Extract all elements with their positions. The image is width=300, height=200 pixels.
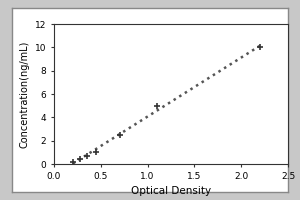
X-axis label: Optical Density: Optical Density xyxy=(131,186,211,196)
Y-axis label: Concentration(ng/mL): Concentration(ng/mL) xyxy=(19,40,29,148)
